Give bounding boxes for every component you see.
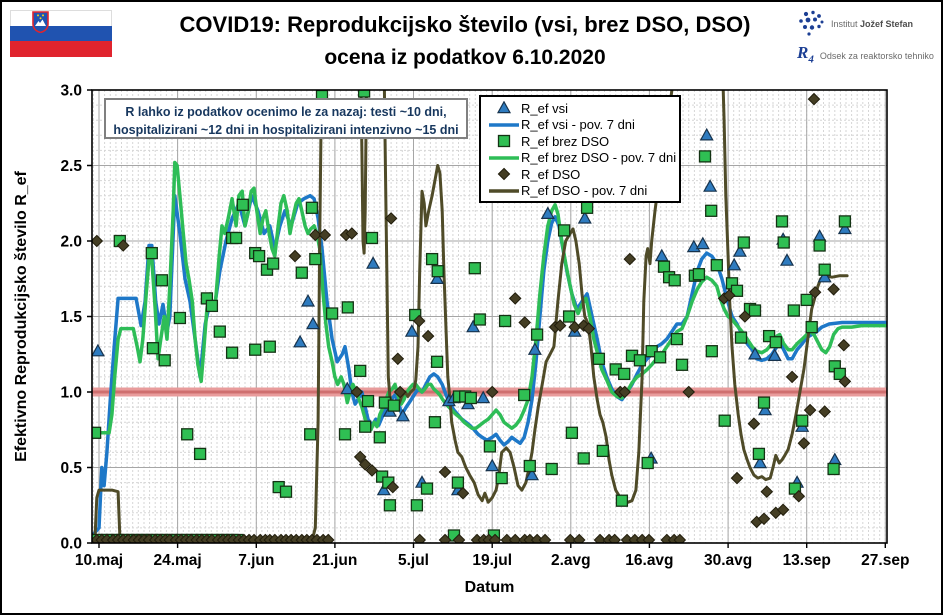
department-name: Odsek za reaktorsko tehniko xyxy=(819,51,934,62)
y-tick-label: 3.0 xyxy=(60,83,82,100)
annotation-line2: hospitalizirani ~12 dni in hospitalizira… xyxy=(113,123,459,137)
x-tick-label: 13.sep xyxy=(783,552,831,569)
legend-item: R_ef brez DSO xyxy=(487,133,679,150)
x-tick-label: 16.avg xyxy=(625,552,673,569)
x-axis-title: Datum xyxy=(465,579,515,596)
legend-item: R_ef vsi xyxy=(487,100,679,117)
x-tick-label: 7.jun xyxy=(238,552,274,569)
x-tick-label: 19.jul xyxy=(472,552,512,569)
y-tick-label: 2.0 xyxy=(60,234,82,251)
institute-prefix: Institut xyxy=(831,19,858,29)
y-tick-label: 0.0 xyxy=(60,536,82,553)
institute-name: Institut Jožef Stefan xyxy=(831,19,913,29)
legend-label: R_ef vsi - pov. 7 dni xyxy=(521,117,635,133)
legend-label: R_ef DSO - pov. 7 dni xyxy=(521,183,648,199)
y-tick-label: 1.5 xyxy=(60,309,82,326)
legend-item: R_ef DSO - pov. 7 dni xyxy=(487,183,679,200)
legend-item: R_ef DSO xyxy=(487,166,679,183)
y-tick-label: 2.5 xyxy=(60,158,82,175)
annotation-box: R lahko iz podatkov ocenimo le za nazaj:… xyxy=(104,98,468,139)
chart-legend: R_ef vsi R_ef vsi - pov. 7 dni R_ef brez D… xyxy=(479,95,681,203)
line-legend-icon xyxy=(489,122,519,127)
page-title: COVID19: Reprodukcijsko število (vsi, br… xyxy=(179,12,751,37)
ijs-dots-icon xyxy=(799,10,824,36)
y-tick-label: 1.0 xyxy=(60,385,82,402)
legend-label: R_ef DSO xyxy=(521,166,581,182)
slovenia-flag xyxy=(10,10,112,57)
triangle-legend-icon xyxy=(496,101,512,114)
x-tick-label: 2.avg xyxy=(551,552,591,569)
legend-label: R_ef brez DSO xyxy=(521,133,610,149)
ijs-logo-row: Institut Jožef Stefan xyxy=(797,10,935,38)
institute-logo-block: Institut Jožef Stefan R4 Odsek za reakto… xyxy=(797,10,935,74)
chart-title-block: COVID19: Reprodukcijsko število (vsi, br… xyxy=(120,8,810,74)
r4-monogram-icon: R4 xyxy=(797,43,814,66)
page-subtitle: ocena iz podatkov 6.10.2020 xyxy=(324,46,606,69)
department-logo-row: R4 Odsek za reaktorsko tehniko xyxy=(797,44,935,68)
series-layer xyxy=(92,90,887,543)
institute-name-bold: Jožef Stefan xyxy=(860,19,914,29)
legend-item: R_ef vsi - pov. 7 dni xyxy=(487,117,679,134)
legend-label: R_ef brez DSO - pov. 7 dni xyxy=(521,150,677,166)
x-tick-label: 5.jul xyxy=(398,552,429,569)
line-legend-icon xyxy=(489,188,519,193)
legend-item: R_ef brez DSO - pov. 7 dni xyxy=(487,150,679,167)
x-tick-label: 10.maj xyxy=(75,552,123,569)
slovenia-coat-of-arms xyxy=(32,11,49,33)
diamond-legend-icon xyxy=(497,167,511,181)
y-axis-title: Efektivno Reprodukcijsko število R_ef xyxy=(13,170,30,461)
x-tick-label: 24.maj xyxy=(153,552,201,569)
x-tick-label: 21.jun xyxy=(313,552,358,569)
x-tick-label: 27.sep xyxy=(861,552,909,569)
y-tick-label: 0.5 xyxy=(60,460,82,477)
square-legend-icon xyxy=(497,135,511,148)
annotation-line1: R lahko iz podatkov ocenimo le za nazaj:… xyxy=(125,105,447,119)
x-tick-label: 30.avg xyxy=(704,552,752,569)
legend-label: R_ef vsi xyxy=(521,100,568,116)
line-legend-icon xyxy=(489,155,519,160)
flag-red-stripe xyxy=(10,41,112,57)
